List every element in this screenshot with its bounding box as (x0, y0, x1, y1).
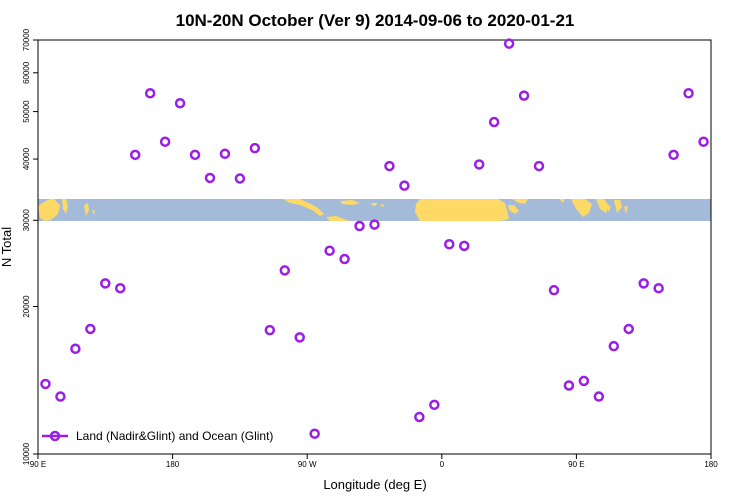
data-point (473, 159, 485, 170)
data-point (129, 149, 141, 161)
data-point (369, 219, 380, 230)
data-point (608, 340, 620, 352)
data-point (234, 173, 246, 184)
data-point (279, 265, 291, 276)
data-point (55, 391, 66, 402)
data-point (70, 343, 81, 355)
data-point (324, 245, 335, 256)
x-tick-label: 90 E (30, 460, 46, 469)
legend-marker (49, 430, 61, 442)
x-axis: 90 E 180 90 W 0 90 E 180 (30, 454, 718, 469)
y-tick-label: 40000 (22, 147, 31, 170)
chart-title: 10N-20N October (Ver 9) 2014-09-06 to 20… (176, 11, 575, 30)
map-band-land (38, 199, 628, 221)
data-point (249, 142, 261, 154)
data-point (100, 278, 111, 289)
data-point (578, 375, 590, 387)
data-point (294, 332, 305, 343)
legend: Land (Nadir&Glint) and Ocean (Glint) (42, 429, 273, 443)
map-band (38, 199, 711, 221)
y-tick-label: 10000 (22, 442, 31, 465)
x-tick-label: 180 (704, 460, 718, 469)
data-point (533, 160, 545, 172)
data-point (309, 428, 320, 439)
data-point (638, 278, 649, 289)
data-point (668, 149, 679, 161)
y-tick-label: 50000 (22, 100, 31, 123)
data-point (174, 97, 186, 109)
data-point (354, 220, 365, 232)
data-point (488, 116, 500, 128)
legend-label: Land (Nadir&Glint) and Ocean (Glint) (76, 429, 273, 443)
data-point (698, 136, 709, 147)
data-point (85, 323, 96, 335)
x-tick-label: 90 W (298, 460, 317, 469)
data-point (115, 282, 126, 294)
data-point (503, 38, 515, 49)
data-point (623, 323, 634, 335)
data-point (144, 88, 156, 99)
plot-frame (37, 39, 712, 455)
data-point (189, 149, 201, 161)
y-axis: 10000 20000 30000 40000 50000 60000 70000 (22, 28, 38, 465)
y-axis-label: N Total (0, 227, 14, 267)
y-tick-label: 20000 (22, 295, 31, 318)
data-point (444, 239, 455, 250)
x-tick-label: 0 (440, 460, 445, 469)
y-tick-label: 60000 (22, 61, 31, 84)
data-point (683, 88, 694, 99)
x-tick-label: 90 E (568, 460, 584, 469)
data-points (40, 38, 709, 439)
data-point (414, 411, 425, 423)
data-point (563, 380, 575, 391)
data-point (458, 240, 470, 252)
map-band-ocean (38, 199, 711, 221)
data-point (399, 180, 410, 191)
y-tick-label: 30000 (22, 209, 31, 232)
data-point (384, 160, 395, 172)
data-point (548, 284, 560, 296)
data-point (593, 391, 605, 402)
data-point (429, 399, 440, 411)
y-tick-label: 70000 (22, 28, 31, 51)
x-axis-label: Longitude (deg E) (323, 477, 426, 492)
data-point (264, 324, 276, 336)
data-point (339, 253, 350, 265)
data-point (204, 172, 216, 184)
data-point (219, 148, 231, 160)
x-tick-label: 180 (166, 460, 180, 469)
data-point (518, 90, 530, 101)
data-point (653, 282, 664, 294)
data-point (40, 378, 51, 390)
data-point (159, 136, 171, 147)
